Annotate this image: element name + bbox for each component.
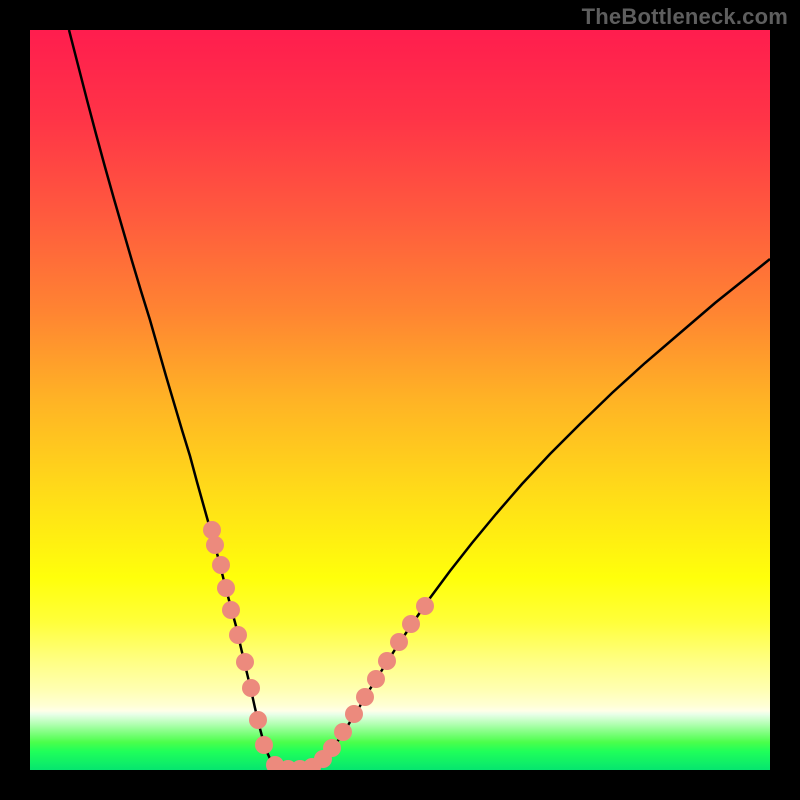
gradient-background: [30, 30, 770, 770]
scatter-point: [217, 579, 235, 597]
scatter-point: [229, 626, 247, 644]
scatter-point: [402, 615, 420, 633]
scatter-point: [212, 556, 230, 574]
scatter-point: [222, 601, 240, 619]
scatter-point: [236, 653, 254, 671]
scatter-point: [367, 670, 385, 688]
scatter-point: [255, 736, 273, 754]
scatter-point: [334, 723, 352, 741]
scatter-point: [203, 521, 221, 539]
scatter-point: [416, 597, 434, 615]
scatter-point: [249, 711, 267, 729]
scatter-point: [378, 652, 396, 670]
scatter-point: [242, 679, 260, 697]
scatter-point: [390, 633, 408, 651]
scatter-point: [323, 739, 341, 757]
chart-frame: TheBottleneck.com: [0, 0, 800, 800]
scatter-point: [345, 705, 363, 723]
scatter-point: [206, 536, 224, 554]
plot-svg: [30, 30, 770, 770]
scatter-point: [356, 688, 374, 706]
watermark-text: TheBottleneck.com: [582, 4, 788, 30]
plot-area: [30, 30, 770, 770]
